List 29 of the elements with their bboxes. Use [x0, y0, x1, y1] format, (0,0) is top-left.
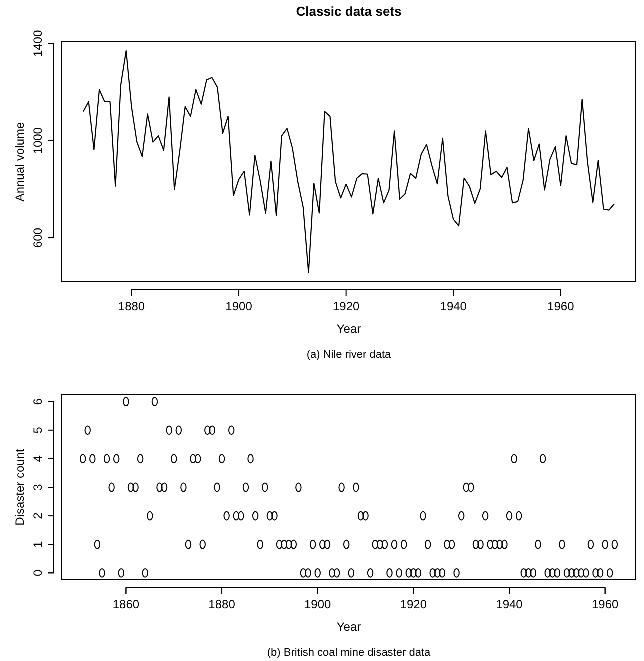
x-tick-label: 1880: [118, 300, 146, 314]
y-tick-label: 600: [30, 228, 45, 248]
x-tick-label: 1920: [400, 598, 428, 612]
x-tick-label: 1900: [226, 300, 253, 314]
y-tick-label: 2: [30, 512, 45, 520]
x-tick-label: 1860: [112, 598, 140, 612]
y-tick-label: 3: [30, 484, 45, 491]
x-tick-label: 1940: [440, 300, 468, 314]
y-axis-title: Annual volume: [13, 122, 27, 202]
x-tick-label: 1940: [496, 598, 524, 612]
y-tick-label: 4: [30, 455, 45, 462]
x-tick-label: 1920: [332, 300, 360, 314]
text: (a) Nile river data: [306, 349, 392, 361]
chart-title: Classic data sets: [296, 4, 402, 19]
x-tick-label: 1960: [592, 598, 620, 612]
y-axis-title: Disaster count: [13, 448, 27, 526]
y-tick-label: 0: [30, 569, 45, 576]
x-axis-title: Year: [336, 620, 362, 634]
y-tick-label: 1000: [30, 127, 45, 154]
x-axis-title: Year: [336, 322, 362, 336]
y-tick-label: 6: [30, 398, 45, 406]
y-tick-label: 1: [30, 540, 45, 548]
line-series: [82, 50, 616, 274]
y-tick-label: 1400: [30, 30, 45, 58]
text: (b) British coal mine disaster data: [267, 647, 432, 659]
x-tick-label: 1960: [548, 300, 575, 314]
x-tick-label: 1880: [208, 598, 236, 612]
y-tick-label: 5: [30, 426, 45, 434]
x-tick-label: 1900: [304, 598, 332, 612]
